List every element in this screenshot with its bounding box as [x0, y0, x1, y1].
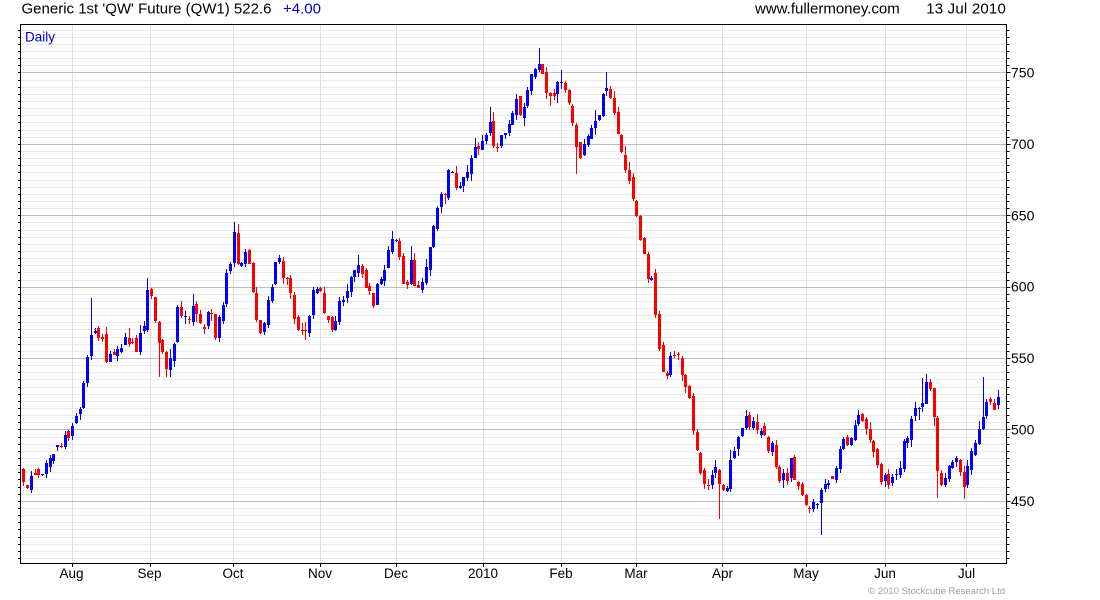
svg-text:750: 750	[1011, 65, 1035, 81]
svg-text:+4.00: +4.00	[283, 1, 321, 18]
svg-text:700: 700	[1011, 136, 1035, 152]
svg-text:Nov: Nov	[308, 566, 332, 581]
svg-text:May: May	[793, 566, 819, 581]
svg-text:www.fullermoney.com: www.fullermoney.com	[754, 1, 900, 18]
svg-text:450: 450	[1011, 493, 1035, 509]
svg-text:Mar: Mar	[624, 566, 648, 581]
svg-text:500: 500	[1011, 421, 1035, 437]
svg-text:Jun: Jun	[874, 566, 896, 581]
svg-text:Dec: Dec	[384, 566, 408, 581]
svg-text:Aug: Aug	[59, 566, 83, 581]
svg-text:Jul: Jul	[958, 566, 975, 581]
svg-text:Oct: Oct	[222, 566, 243, 581]
svg-text:Generic 1st 'QW' Future (QW1): Generic 1st 'QW' Future (QW1) 522.6	[22, 1, 272, 18]
svg-text:Daily: Daily	[25, 30, 55, 45]
svg-text:600: 600	[1011, 279, 1035, 295]
svg-text:13 Jul 2010: 13 Jul 2010	[926, 1, 1006, 18]
svg-text:Feb: Feb	[549, 566, 572, 581]
svg-text:550: 550	[1011, 350, 1035, 366]
svg-text:© 2010 Stockcube Research Ltd: © 2010 Stockcube Research Ltd	[868, 586, 1005, 597]
svg-text:650: 650	[1011, 207, 1035, 223]
svg-text:2010: 2010	[468, 566, 498, 581]
svg-text:Apr: Apr	[712, 566, 734, 581]
svg-text:Sep: Sep	[137, 566, 161, 581]
